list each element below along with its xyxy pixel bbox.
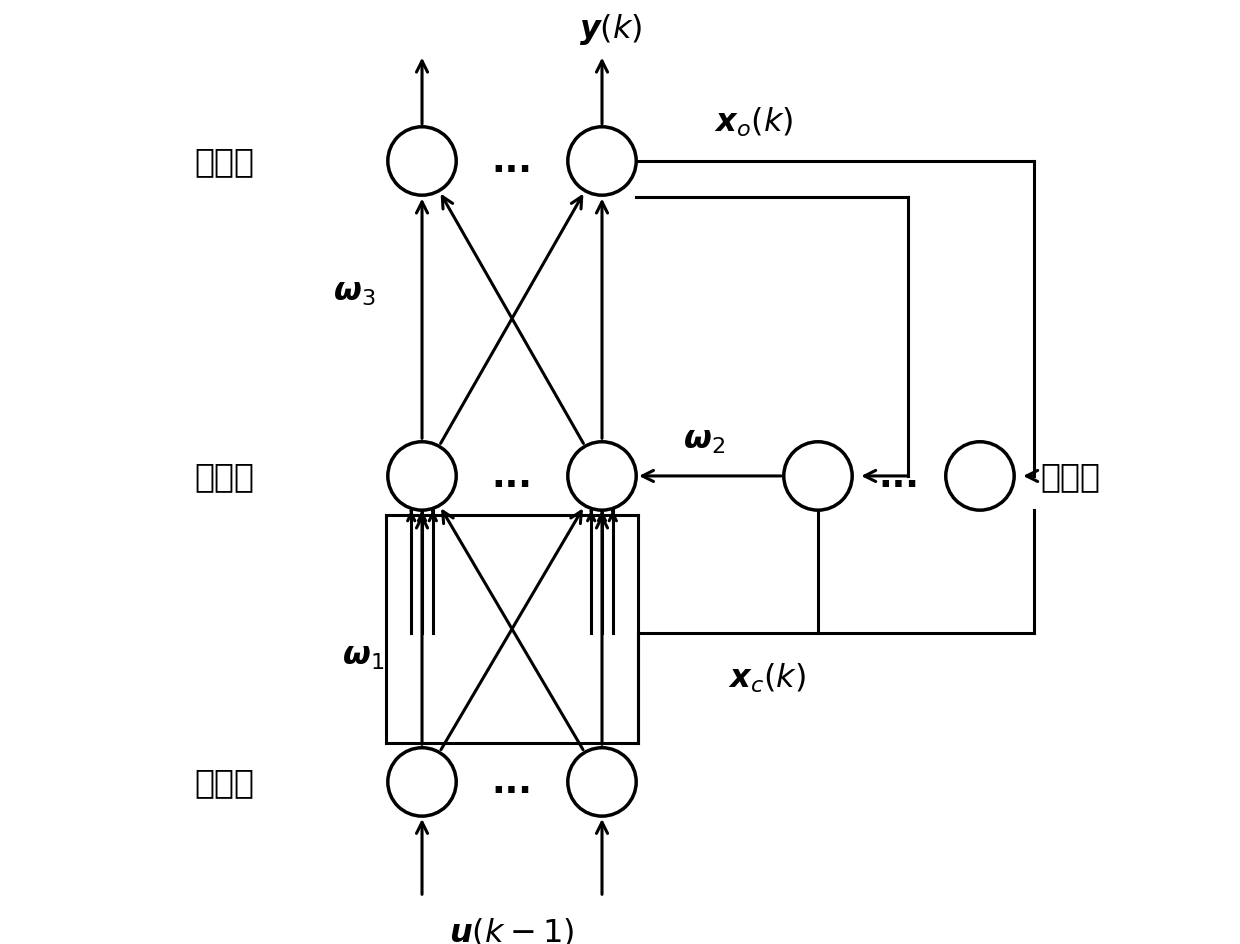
Text: ...: ...: [491, 144, 532, 178]
Text: $\boldsymbol{u}(k-1)$: $\boldsymbol{u}(k-1)$: [449, 915, 574, 944]
Text: ...: ...: [878, 460, 919, 494]
Text: ...: ...: [491, 460, 532, 494]
Text: ...: ...: [491, 765, 532, 799]
Text: $\boldsymbol{y}(k)$: $\boldsymbol{y}(k)$: [579, 11, 642, 47]
Text: $\boldsymbol{x}_c(k)$: $\boldsymbol{x}_c(k)$: [728, 661, 806, 694]
Circle shape: [568, 127, 636, 196]
Circle shape: [388, 443, 456, 511]
Text: 输出层: 输出层: [193, 145, 254, 178]
Text: 隐含层: 隐含层: [193, 460, 254, 493]
Circle shape: [388, 748, 456, 817]
Text: $\boldsymbol{\omega}_2$: $\boldsymbol{\omega}_2$: [683, 425, 725, 456]
Circle shape: [568, 443, 636, 511]
Circle shape: [784, 443, 852, 511]
Circle shape: [568, 748, 636, 817]
Text: $\boldsymbol{\omega}_1$: $\boldsymbol{\omega}_1$: [342, 641, 384, 672]
Text: 输入层: 输入层: [193, 766, 254, 799]
Text: $\boldsymbol{\omega}_3$: $\boldsymbol{\omega}_3$: [334, 277, 376, 308]
Circle shape: [946, 443, 1014, 511]
Text: 关联层: 关联层: [1040, 460, 1100, 493]
Circle shape: [388, 127, 456, 196]
Text: $\boldsymbol{x}_o(k)$: $\boldsymbol{x}_o(k)$: [714, 106, 794, 140]
